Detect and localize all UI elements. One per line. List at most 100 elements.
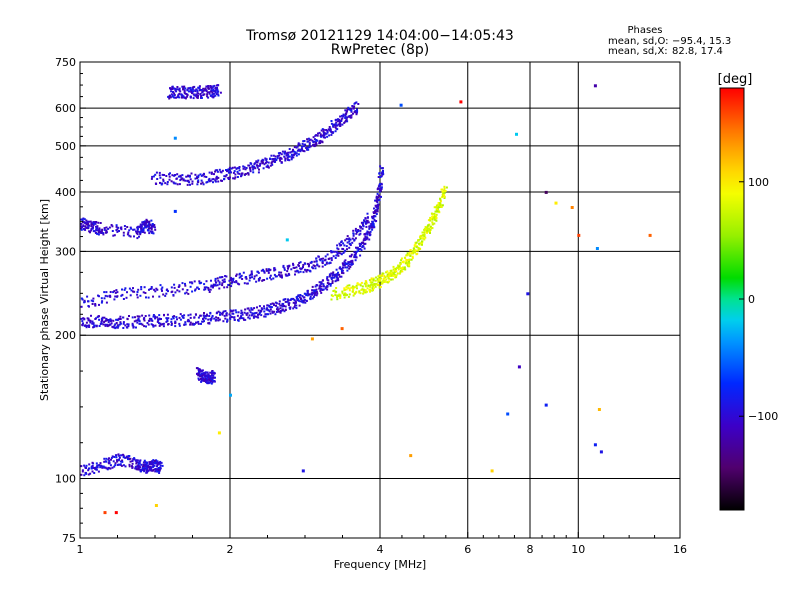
trace-point	[380, 277, 383, 280]
trace-point	[91, 470, 94, 473]
trace-point	[209, 371, 212, 374]
trace-point	[339, 121, 342, 124]
trace-point	[247, 164, 250, 167]
trace-point	[287, 151, 290, 154]
trace-point	[126, 233, 129, 236]
trace-point	[316, 292, 319, 295]
trace-point	[202, 94, 205, 96]
trace-point	[175, 90, 178, 93]
scatter-point	[409, 454, 413, 458]
trace-point	[263, 163, 266, 166]
trace-point	[313, 260, 316, 263]
trace-point	[80, 297, 83, 300]
trace-point	[205, 313, 208, 316]
trace-point	[194, 313, 197, 316]
trace-point	[195, 367, 198, 370]
trace-point	[301, 142, 304, 145]
trace-point	[122, 327, 125, 329]
trace-point	[391, 278, 394, 281]
trace-point	[141, 221, 144, 224]
trace-point	[218, 276, 221, 279]
trace-point	[91, 226, 94, 229]
trace-point	[350, 109, 353, 112]
trace-point	[161, 323, 164, 326]
trace-point	[214, 170, 217, 173]
trace-point	[392, 274, 395, 277]
trace-point	[175, 96, 178, 99]
trace-point	[176, 96, 179, 99]
trace-point	[144, 226, 147, 229]
scatter-point	[597, 408, 601, 411]
trace-point	[352, 294, 355, 297]
trace-point	[353, 255, 356, 258]
trace-point	[80, 227, 83, 230]
trace-point	[168, 175, 171, 178]
trace-point	[356, 282, 359, 285]
trace-point	[184, 323, 187, 326]
trace-point	[343, 121, 346, 124]
trace-point	[399, 271, 402, 274]
trace-point	[383, 277, 386, 280]
trace-point	[264, 313, 267, 316]
trace-point	[189, 321, 192, 324]
trace-point	[204, 378, 207, 381]
trace-point	[340, 253, 343, 256]
trace-point	[187, 314, 190, 317]
trace-point	[372, 224, 375, 227]
trace-point	[197, 374, 200, 377]
trace-point	[228, 176, 231, 179]
trace-point	[170, 324, 173, 326]
trace-point	[404, 268, 407, 271]
trace-point	[197, 176, 200, 179]
trace-point	[208, 92, 211, 95]
trace-point	[124, 456, 127, 459]
trace-point	[171, 88, 174, 91]
trace-point	[119, 322, 122, 325]
trace-point	[227, 171, 230, 174]
trace-point	[122, 231, 125, 234]
trace-point	[330, 120, 333, 122]
trace-point	[278, 300, 281, 303]
trace-point	[317, 255, 320, 258]
trace-point	[210, 172, 213, 175]
trace-point	[143, 467, 145, 470]
trace-point	[342, 272, 345, 275]
trace-point	[155, 287, 158, 290]
trace-point	[195, 88, 198, 91]
trace-point	[345, 111, 348, 114]
trace-point	[283, 268, 286, 271]
trace-point	[117, 463, 120, 466]
trace-point	[137, 317, 140, 320]
trace-point	[246, 282, 249, 285]
trace-point	[150, 226, 153, 229]
trace-point	[119, 463, 122, 466]
trace-point	[187, 319, 190, 322]
trace-point	[136, 321, 139, 324]
trace-point	[258, 276, 261, 279]
trace-point	[358, 291, 361, 294]
trace-point	[193, 323, 196, 325]
trace-point	[98, 227, 101, 230]
trace-point	[375, 209, 378, 212]
trace-point	[378, 286, 381, 289]
trace-point	[215, 318, 218, 321]
trace-point	[110, 224, 113, 226]
trace-point	[178, 285, 181, 288]
trace-point	[237, 282, 239, 285]
trace-point	[146, 219, 149, 222]
trace-point	[390, 278, 393, 281]
trace-point	[429, 219, 432, 222]
trace-point	[398, 265, 401, 268]
trace-point	[271, 310, 274, 313]
trace-point	[306, 140, 309, 143]
trace-point	[428, 228, 431, 230]
phases-x-values: 82.8, 17.4	[672, 46, 723, 57]
trace-point	[417, 239, 420, 242]
trace-point	[292, 297, 295, 300]
trace-point	[108, 319, 111, 322]
trace-point	[251, 273, 253, 276]
trace-point	[184, 284, 187, 287]
trace-point	[128, 229, 131, 232]
trace-point	[208, 315, 211, 317]
trace-point	[188, 90, 190, 93]
